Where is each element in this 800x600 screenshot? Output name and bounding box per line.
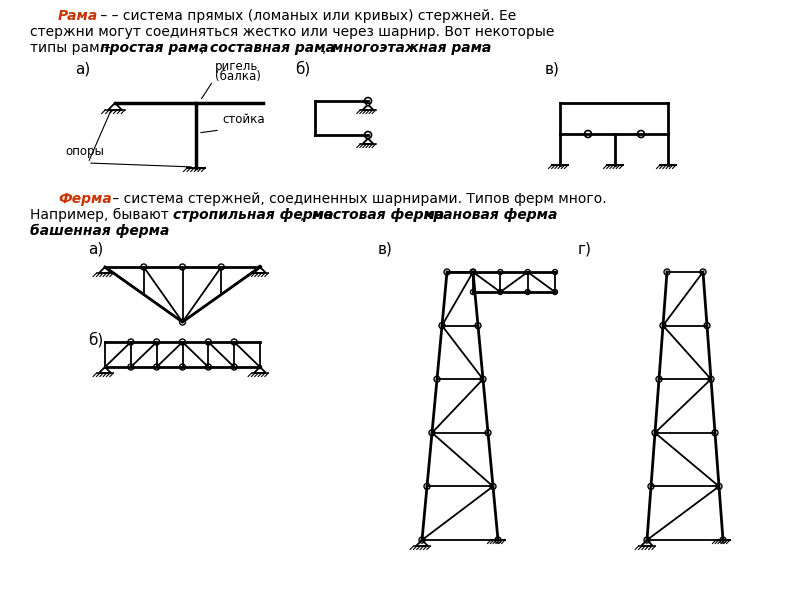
Circle shape bbox=[716, 484, 722, 490]
Text: простая рама: простая рама bbox=[100, 41, 208, 55]
Text: крановая ферма: крановая ферма bbox=[424, 208, 558, 222]
Circle shape bbox=[154, 339, 160, 345]
Text: б): б) bbox=[88, 332, 103, 347]
Circle shape bbox=[720, 537, 726, 543]
Circle shape bbox=[258, 265, 262, 269]
Text: – – система прямых (ломаных или кривых) стержней. Ее: – – система прямых (ломаных или кривых) … bbox=[96, 9, 516, 23]
Text: (балка): (балка) bbox=[215, 70, 261, 83]
Text: ,: , bbox=[412, 208, 421, 222]
Circle shape bbox=[179, 339, 186, 345]
Circle shape bbox=[128, 339, 134, 345]
Circle shape bbox=[498, 269, 503, 275]
Circle shape bbox=[485, 430, 491, 436]
Circle shape bbox=[206, 364, 211, 370]
Circle shape bbox=[179, 364, 186, 370]
Circle shape bbox=[585, 130, 591, 137]
Text: ,: , bbox=[525, 208, 530, 222]
Text: многоэтажная рама: многоэтажная рама bbox=[332, 41, 491, 55]
Circle shape bbox=[470, 289, 475, 295]
Text: Ферма: Ферма bbox=[58, 192, 112, 206]
Circle shape bbox=[365, 131, 371, 139]
Circle shape bbox=[644, 537, 650, 543]
Circle shape bbox=[525, 269, 530, 275]
Text: ,: , bbox=[322, 41, 330, 55]
Circle shape bbox=[660, 323, 666, 329]
Circle shape bbox=[712, 430, 718, 436]
Circle shape bbox=[231, 339, 237, 345]
Text: г): г) bbox=[578, 242, 592, 257]
Circle shape bbox=[206, 339, 211, 345]
Text: мостовая ферма: мостовая ферма bbox=[312, 208, 444, 222]
Circle shape bbox=[480, 376, 486, 382]
Text: Например, бывают: Например, бывают bbox=[30, 208, 173, 222]
Circle shape bbox=[704, 323, 710, 329]
Circle shape bbox=[656, 376, 662, 382]
Text: а): а) bbox=[88, 242, 103, 257]
Circle shape bbox=[179, 264, 186, 270]
Circle shape bbox=[708, 376, 714, 382]
Circle shape bbox=[638, 130, 645, 137]
Text: в): в) bbox=[545, 61, 560, 76]
Circle shape bbox=[444, 269, 450, 275]
Circle shape bbox=[652, 430, 658, 436]
Circle shape bbox=[179, 319, 186, 325]
Circle shape bbox=[424, 484, 430, 490]
Text: стойка: стойка bbox=[222, 113, 265, 126]
Text: ,: , bbox=[300, 208, 309, 222]
Circle shape bbox=[419, 537, 425, 543]
Text: а): а) bbox=[75, 61, 90, 76]
Text: опоры: опоры bbox=[65, 145, 104, 158]
Circle shape bbox=[154, 364, 160, 370]
Circle shape bbox=[429, 430, 435, 436]
Circle shape bbox=[366, 103, 370, 106]
Circle shape bbox=[495, 537, 501, 543]
Text: составная рама: составная рама bbox=[210, 41, 335, 55]
Circle shape bbox=[470, 269, 475, 275]
Text: стропильная ферма: стропильная ферма bbox=[173, 208, 334, 222]
Circle shape bbox=[648, 484, 654, 490]
Circle shape bbox=[231, 364, 237, 370]
Text: :: : bbox=[148, 224, 153, 238]
Text: б): б) bbox=[295, 61, 310, 77]
Circle shape bbox=[664, 269, 670, 275]
Circle shape bbox=[553, 269, 558, 275]
Circle shape bbox=[553, 289, 558, 295]
Circle shape bbox=[498, 289, 503, 295]
Circle shape bbox=[258, 365, 262, 368]
Text: в): в) bbox=[378, 242, 393, 257]
Text: ,: , bbox=[200, 41, 209, 55]
Text: – система стержней, соединенных шарнирами. Типов ферм много.: – система стержней, соединенных шарнирам… bbox=[108, 192, 606, 206]
Circle shape bbox=[525, 289, 530, 295]
Circle shape bbox=[218, 264, 224, 270]
Circle shape bbox=[475, 323, 481, 329]
Circle shape bbox=[128, 364, 134, 370]
Circle shape bbox=[490, 484, 496, 490]
Text: стержни могут соединяться жестко или через шарнир. Вот некоторые: стержни могут соединяться жестко или чер… bbox=[30, 25, 554, 39]
Circle shape bbox=[434, 376, 440, 382]
Text: Рама: Рама bbox=[58, 9, 98, 23]
Text: ригель: ригель bbox=[215, 60, 258, 73]
Circle shape bbox=[141, 264, 146, 270]
Text: :: : bbox=[480, 41, 485, 55]
Text: типы рам –: типы рам – bbox=[30, 41, 115, 55]
Circle shape bbox=[365, 97, 371, 104]
Circle shape bbox=[700, 269, 706, 275]
Circle shape bbox=[470, 269, 476, 275]
Circle shape bbox=[439, 323, 445, 329]
Text: башенная ферма: башенная ферма bbox=[30, 224, 170, 238]
